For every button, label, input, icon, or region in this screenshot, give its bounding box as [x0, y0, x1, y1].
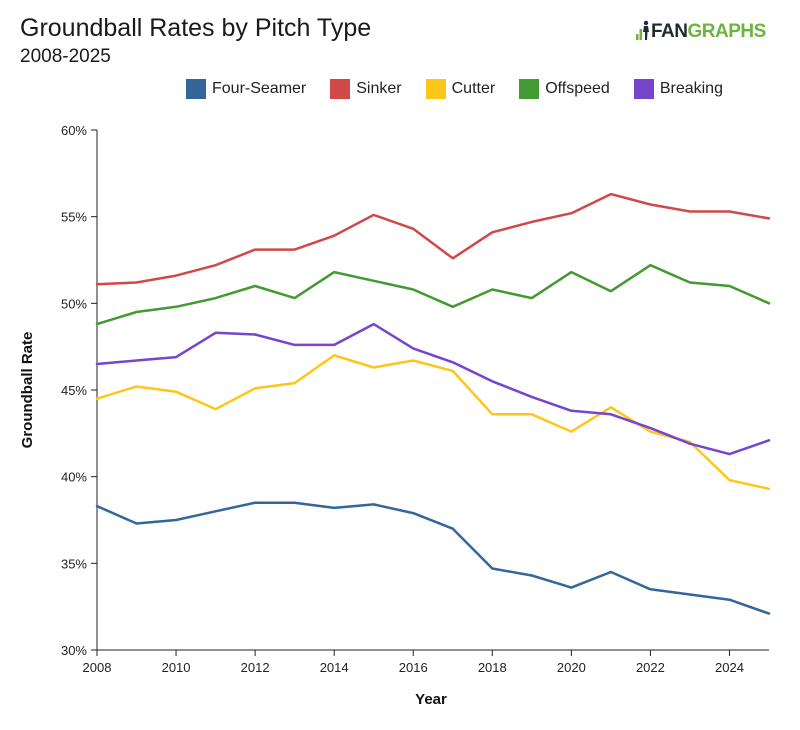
legend-label: Four-Seamer — [212, 80, 307, 97]
x-tick-label: 2012 — [241, 660, 270, 675]
legend-item: Breaking — [633, 79, 723, 99]
y-tick-label: 35% — [61, 556, 87, 571]
legend-item: Cutter — [425, 79, 496, 99]
series-line-four-seamer — [95, 501, 771, 615]
chart-subtitle: 2008-2025 — [20, 46, 111, 67]
chart-axes: 30% 35% 40% 45% 50% 55% 60% 2008 2010 2012 2014 201… — [19, 123, 769, 708]
chart-title: Groundball Rates by Pitch Type — [20, 14, 372, 42]
legend-swatch — [519, 79, 540, 99]
x-tick-label: 2020 — [557, 660, 586, 675]
legend-swatch — [186, 79, 206, 99]
legend-swatch — [633, 79, 654, 99]
y-tick-label: 50% — [61, 296, 87, 311]
legend-item: Four-Seamer — [186, 79, 306, 99]
legend-label: Cutter — [451, 80, 496, 97]
x-tick-label: 2022 — [636, 660, 665, 675]
y-tick-label: 30% — [61, 643, 87, 658]
series-line-breaking — [95, 322, 771, 456]
fangraphs-logo-icon — [636, 20, 649, 40]
legend-label: Sinker — [356, 80, 402, 97]
x-tick-label: 2016 — [399, 660, 428, 675]
y-axis-label: Groundball Rate — [19, 332, 36, 449]
y-tick-label: 55% — [61, 210, 87, 225]
legend-label: Breaking — [659, 80, 723, 97]
series-line-cutter — [95, 354, 771, 491]
x-tick-label: 2018 — [478, 660, 507, 675]
legend-label: Offspeed — [545, 80, 610, 97]
legend-swatch — [330, 79, 351, 99]
legend-item: Offspeed — [519, 79, 610, 99]
x-tick-label: 2024 — [715, 660, 744, 675]
logo-text-graphs: GRAPHS — [687, 21, 767, 42]
chart-legend: Four-Seamer Sinker Cutter Offspeed Breaking — [186, 79, 747, 99]
logo-text-fan: FAN — [651, 21, 688, 42]
series-line-offspeed — [95, 263, 771, 326]
x-axis-label: Year — [415, 691, 447, 708]
x-tick-label: 2014 — [320, 660, 349, 675]
fangraphs-logo: FANGRAPHS — [636, 20, 766, 43]
x-tick-label: 2008 — [83, 660, 112, 675]
x-tick-label: 2010 — [162, 660, 191, 675]
y-tick-label: 45% — [61, 383, 87, 398]
legend-item: Sinker — [330, 79, 402, 99]
y-tick-label: 60% — [61, 123, 87, 138]
chart-series-lines — [95, 192, 771, 615]
legend-swatch — [425, 79, 446, 99]
series-line-sinker — [95, 192, 771, 286]
y-tick-label: 40% — [61, 470, 87, 485]
